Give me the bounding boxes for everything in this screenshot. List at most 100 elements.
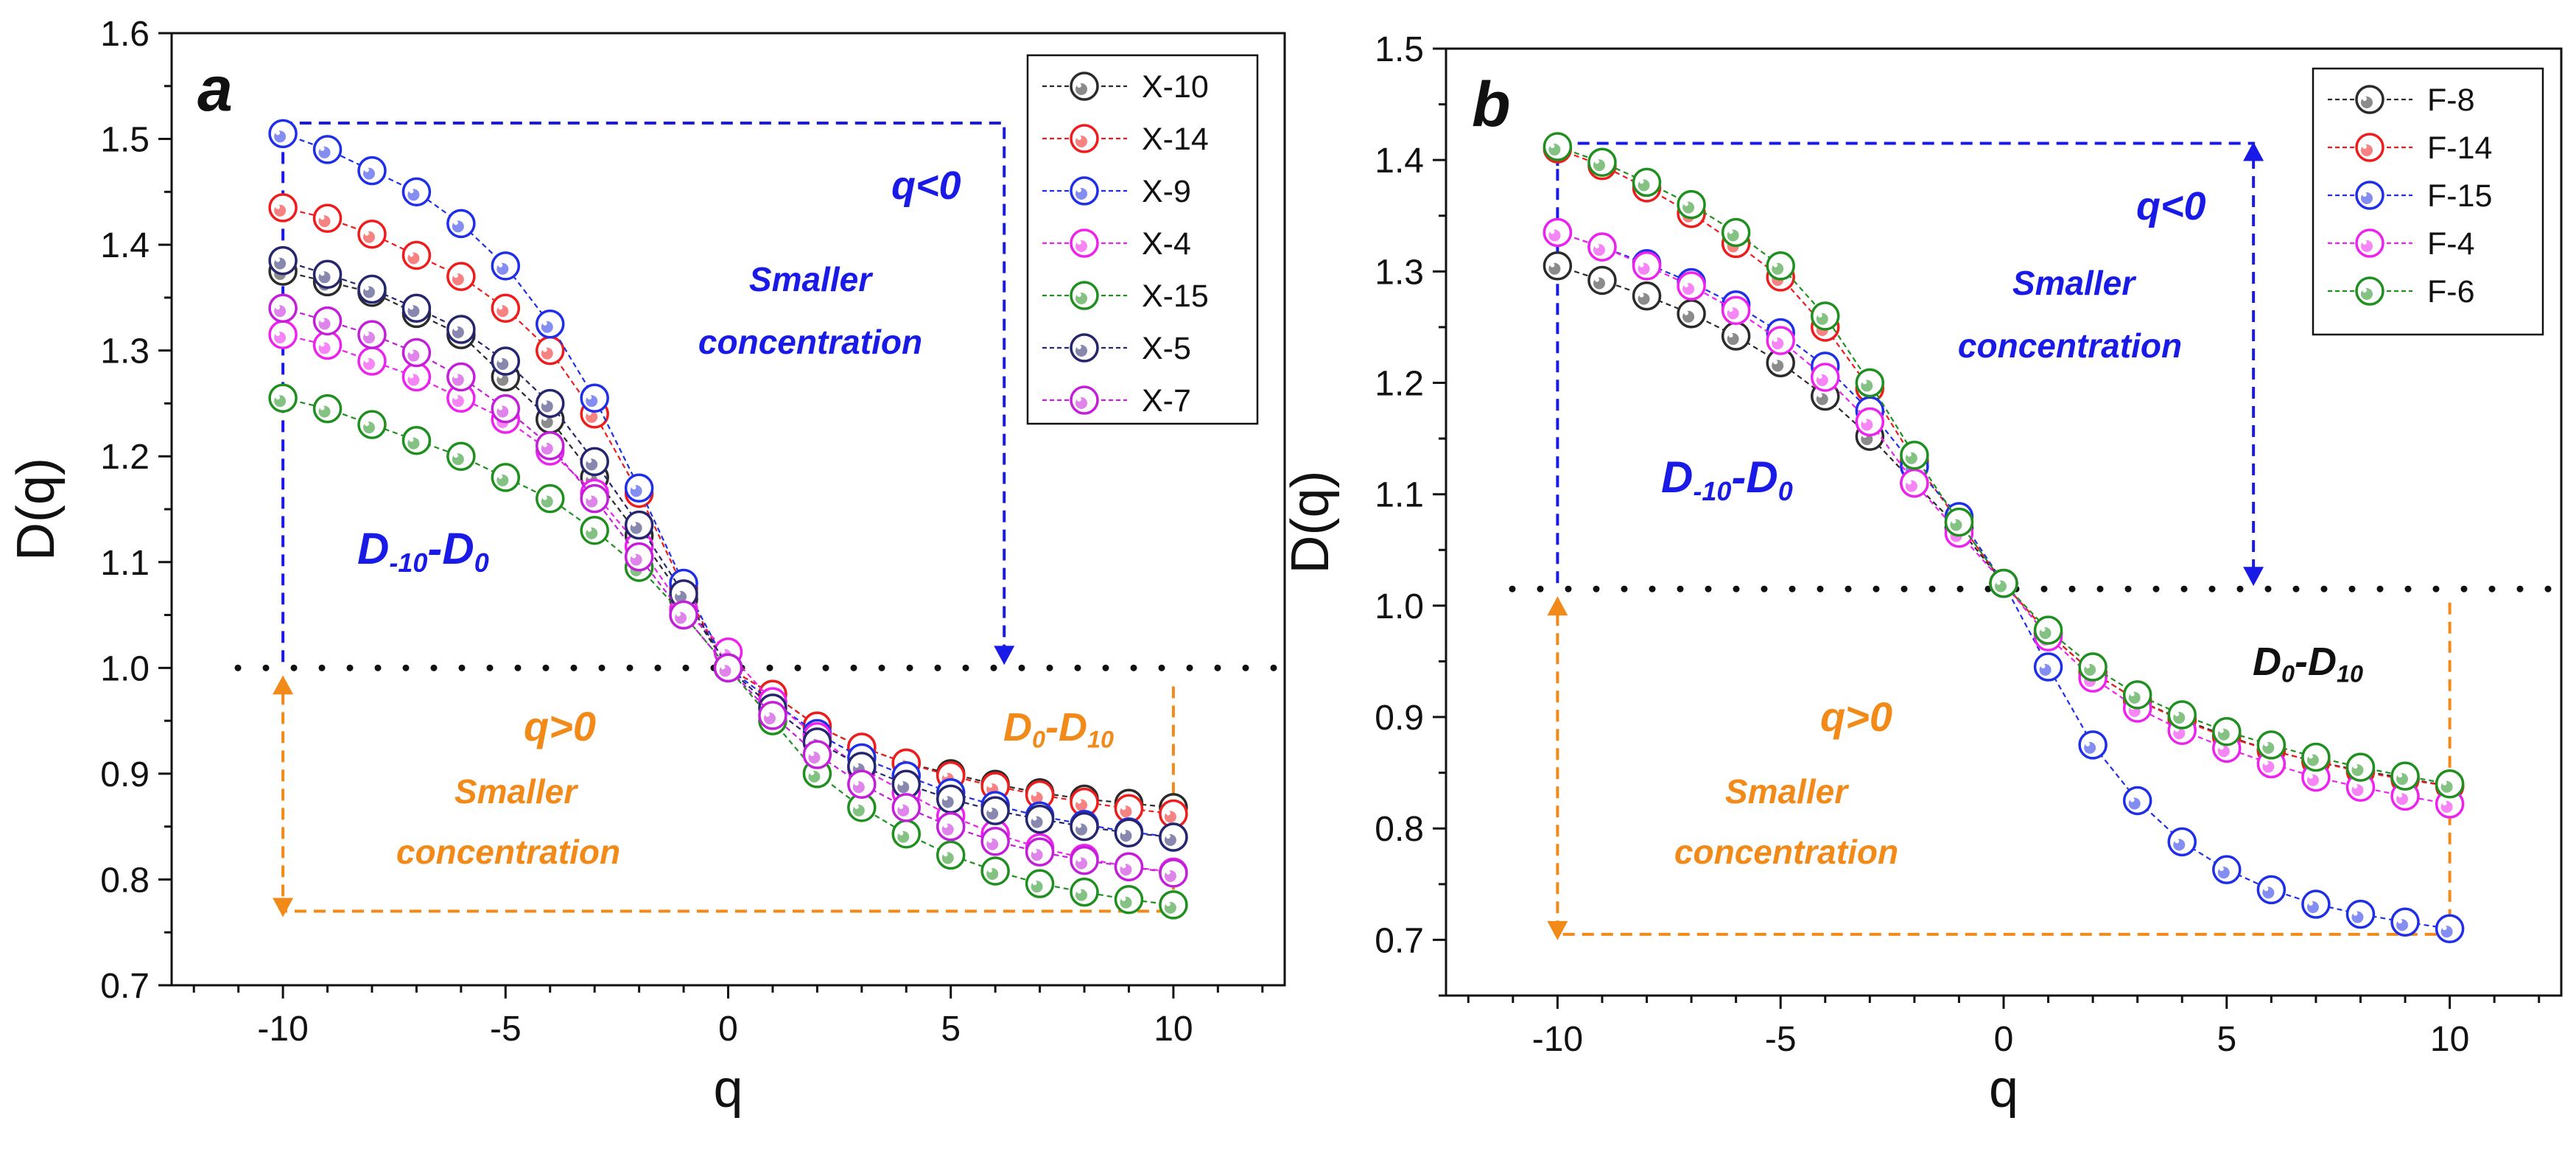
marker-highlight	[453, 220, 458, 225]
data-point	[1543, 251, 1573, 281]
marker-highlight	[498, 305, 503, 310]
marker-highlight	[631, 553, 636, 559]
data-point	[1114, 794, 1144, 824]
marker-highlight	[943, 772, 948, 777]
legend-label: X-10	[1142, 69, 1209, 105]
annotation-concentration-bottom: concentration	[1674, 833, 1898, 871]
data-point	[1632, 167, 1662, 197]
y-tick-label: 1.5	[1375, 30, 1424, 69]
legend-marker	[1070, 281, 1099, 310]
marker-highlight	[364, 231, 369, 236]
marker-highlight	[1077, 188, 1081, 192]
marker-highlight	[988, 838, 993, 843]
data-point	[1721, 296, 1751, 326]
marker-highlight	[1077, 857, 1082, 862]
legend: F-8 F-14 F-15 F-4 F-6	[2312, 67, 2544, 336]
data-point	[357, 155, 387, 186]
data-point	[2256, 730, 2287, 760]
data-point	[491, 293, 521, 323]
orange-arrow-down	[1547, 920, 1568, 940]
marker-highlight	[498, 358, 503, 363]
panel-letter: b	[1472, 69, 1511, 140]
series-x-5	[268, 245, 1188, 852]
legend-marker	[2355, 85, 2384, 114]
y-tick-label: 1.0	[1375, 587, 1424, 626]
legend-item: F-4	[2328, 226, 2475, 262]
marker-highlight	[1906, 480, 1912, 485]
marker-highlight	[320, 405, 325, 410]
data-point	[2078, 730, 2108, 760]
marker-highlight	[2442, 800, 2447, 805]
marker-highlight	[2442, 780, 2447, 786]
marker-highlight	[2398, 793, 2403, 798]
annotation-smaller-bottom: Smaller	[455, 772, 578, 811]
data-point	[1159, 822, 1188, 852]
legend-marker	[2355, 276, 2384, 306]
data-point	[624, 510, 654, 540]
marker-highlight	[542, 495, 547, 500]
marker-highlight	[1862, 380, 1867, 385]
marker-highlight	[1817, 393, 1822, 398]
data-point	[268, 245, 298, 276]
annotation-concentration-top: concentration	[1958, 326, 2182, 365]
marker-highlight	[1077, 397, 1081, 402]
annotation-brackets	[1547, 141, 2452, 940]
legend-box	[1026, 54, 1259, 425]
data-point	[1587, 232, 1617, 262]
y-tick-label: 1.4	[100, 226, 150, 265]
data-point	[1632, 281, 1662, 311]
legend-marker	[2355, 133, 2384, 162]
marker-highlight	[453, 395, 458, 400]
data-point	[357, 274, 387, 304]
data-point	[2390, 761, 2420, 791]
legend-item: X-9	[1042, 174, 1191, 209]
legend-marker	[1070, 71, 1099, 101]
legend-item: F-6	[2328, 274, 2475, 310]
legend-marker	[1070, 385, 1099, 415]
ann-d: D	[1003, 705, 1032, 749]
marker-highlight	[1121, 805, 1126, 811]
data-point	[580, 447, 609, 477]
data-point	[1025, 837, 1055, 867]
marker-highlight	[542, 400, 547, 405]
annotation-smaller-bottom: Smaller	[1725, 772, 1849, 811]
data-point	[446, 441, 476, 471]
data-point	[312, 394, 343, 424]
marker-highlight	[276, 395, 281, 400]
data-point	[491, 251, 521, 281]
data-point	[669, 579, 698, 609]
marker-highlight	[854, 804, 859, 809]
ann-d: -D	[2295, 640, 2337, 684]
data-point	[1070, 811, 1099, 842]
data-point	[401, 338, 432, 368]
marker-highlight	[2362, 288, 2367, 293]
ann-d: -D	[1045, 705, 1087, 749]
legend-marker	[1070, 124, 1099, 153]
y-tick-label: 0.7	[100, 967, 150, 1006]
marker-highlight	[2308, 754, 2313, 759]
marker-highlight	[1032, 791, 1037, 797]
legend-box	[2312, 67, 2544, 336]
legend-label: X-14	[1142, 122, 1209, 157]
data-point	[891, 793, 922, 822]
data-point	[1543, 132, 1573, 161]
marker-highlight	[676, 612, 681, 617]
marker-highlight	[1077, 345, 1081, 349]
data-point	[2078, 652, 2108, 682]
legend-marker	[2355, 181, 2384, 210]
data-point	[2345, 899, 2376, 929]
legend-label: X-15	[1142, 279, 1209, 314]
marker-highlight	[2175, 712, 2180, 717]
marker-highlight	[364, 358, 369, 363]
annotation-dq-positive-range: D0-D10	[2253, 640, 2363, 688]
marker-highlight	[2362, 192, 2367, 197]
x-tick-label: 10	[1154, 1010, 1193, 1049]
annotation-q-positive: q>0	[524, 703, 596, 749]
data-point	[980, 796, 1010, 825]
data-point	[401, 293, 432, 323]
data-point	[401, 362, 432, 392]
series-line	[1557, 145, 2450, 785]
x-tick-label: 10	[2430, 1020, 2469, 1059]
marker-highlight	[1594, 159, 1599, 164]
marker-highlight	[1639, 262, 1644, 267]
